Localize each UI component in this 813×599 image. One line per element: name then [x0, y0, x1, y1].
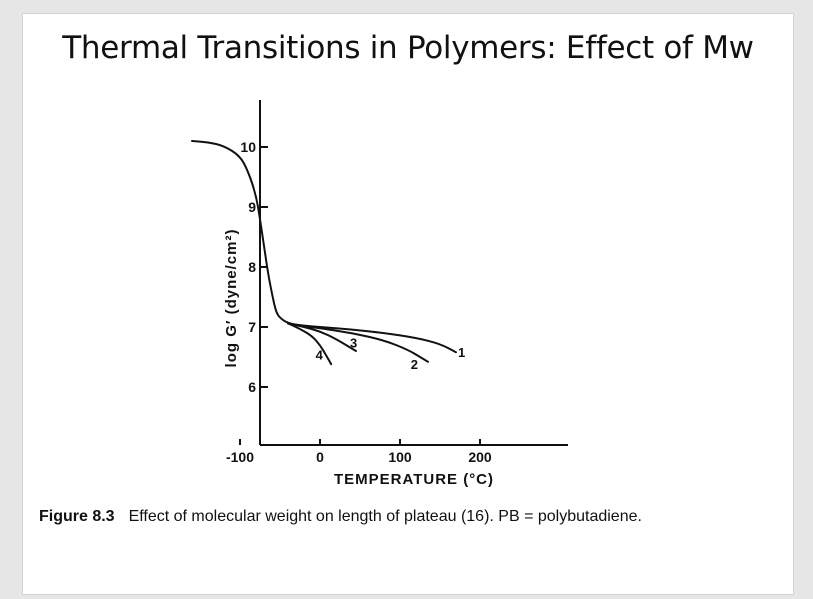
- chart-axes: 6 7 8 9 10 -100 0 100 200 TEMPERATURE (°C) log G′ …: [223, 100, 568, 488]
- x-tick-label: -100: [226, 449, 254, 465]
- x-tick-label: 200: [468, 449, 492, 465]
- y-tick-label: 10: [240, 139, 256, 155]
- curve-1: [191, 140, 457, 354]
- figure-number: Figure 8.3: [39, 508, 115, 525]
- curve-3: [287, 322, 357, 352]
- chart-curves: [191, 140, 457, 366]
- figure-caption-text: Effect of molecular weight on length of …: [128, 508, 642, 525]
- slide-title: Thermal Transitions in Polymers: Effect …: [62, 30, 754, 66]
- curve-label-4: 4: [316, 347, 324, 362]
- x-tick-label: 0: [316, 449, 324, 465]
- y-tick-label: 7: [248, 319, 256, 335]
- x-tick-label: 100: [388, 449, 412, 465]
- chart-labels: 1 2 3 4: [316, 335, 466, 372]
- curve-label-2: 2: [411, 357, 418, 372]
- y-axis-title: log G′ (dyne/cm²): [223, 229, 240, 368]
- y-tick-label: 8: [248, 259, 256, 275]
- y-tick-label: 6: [248, 379, 256, 395]
- curve-label-1: 1: [458, 345, 465, 360]
- x-axis-title: TEMPERATURE (°C): [334, 471, 494, 488]
- curve-4: [287, 322, 333, 366]
- figure-caption: Figure 8.3 Effect of molecular weight on …: [39, 508, 789, 526]
- y-tick-label: 9: [248, 199, 256, 215]
- slide: Thermal Transitions in Polymers: Effect …: [22, 13, 794, 595]
- curve-label-3: 3: [350, 335, 357, 350]
